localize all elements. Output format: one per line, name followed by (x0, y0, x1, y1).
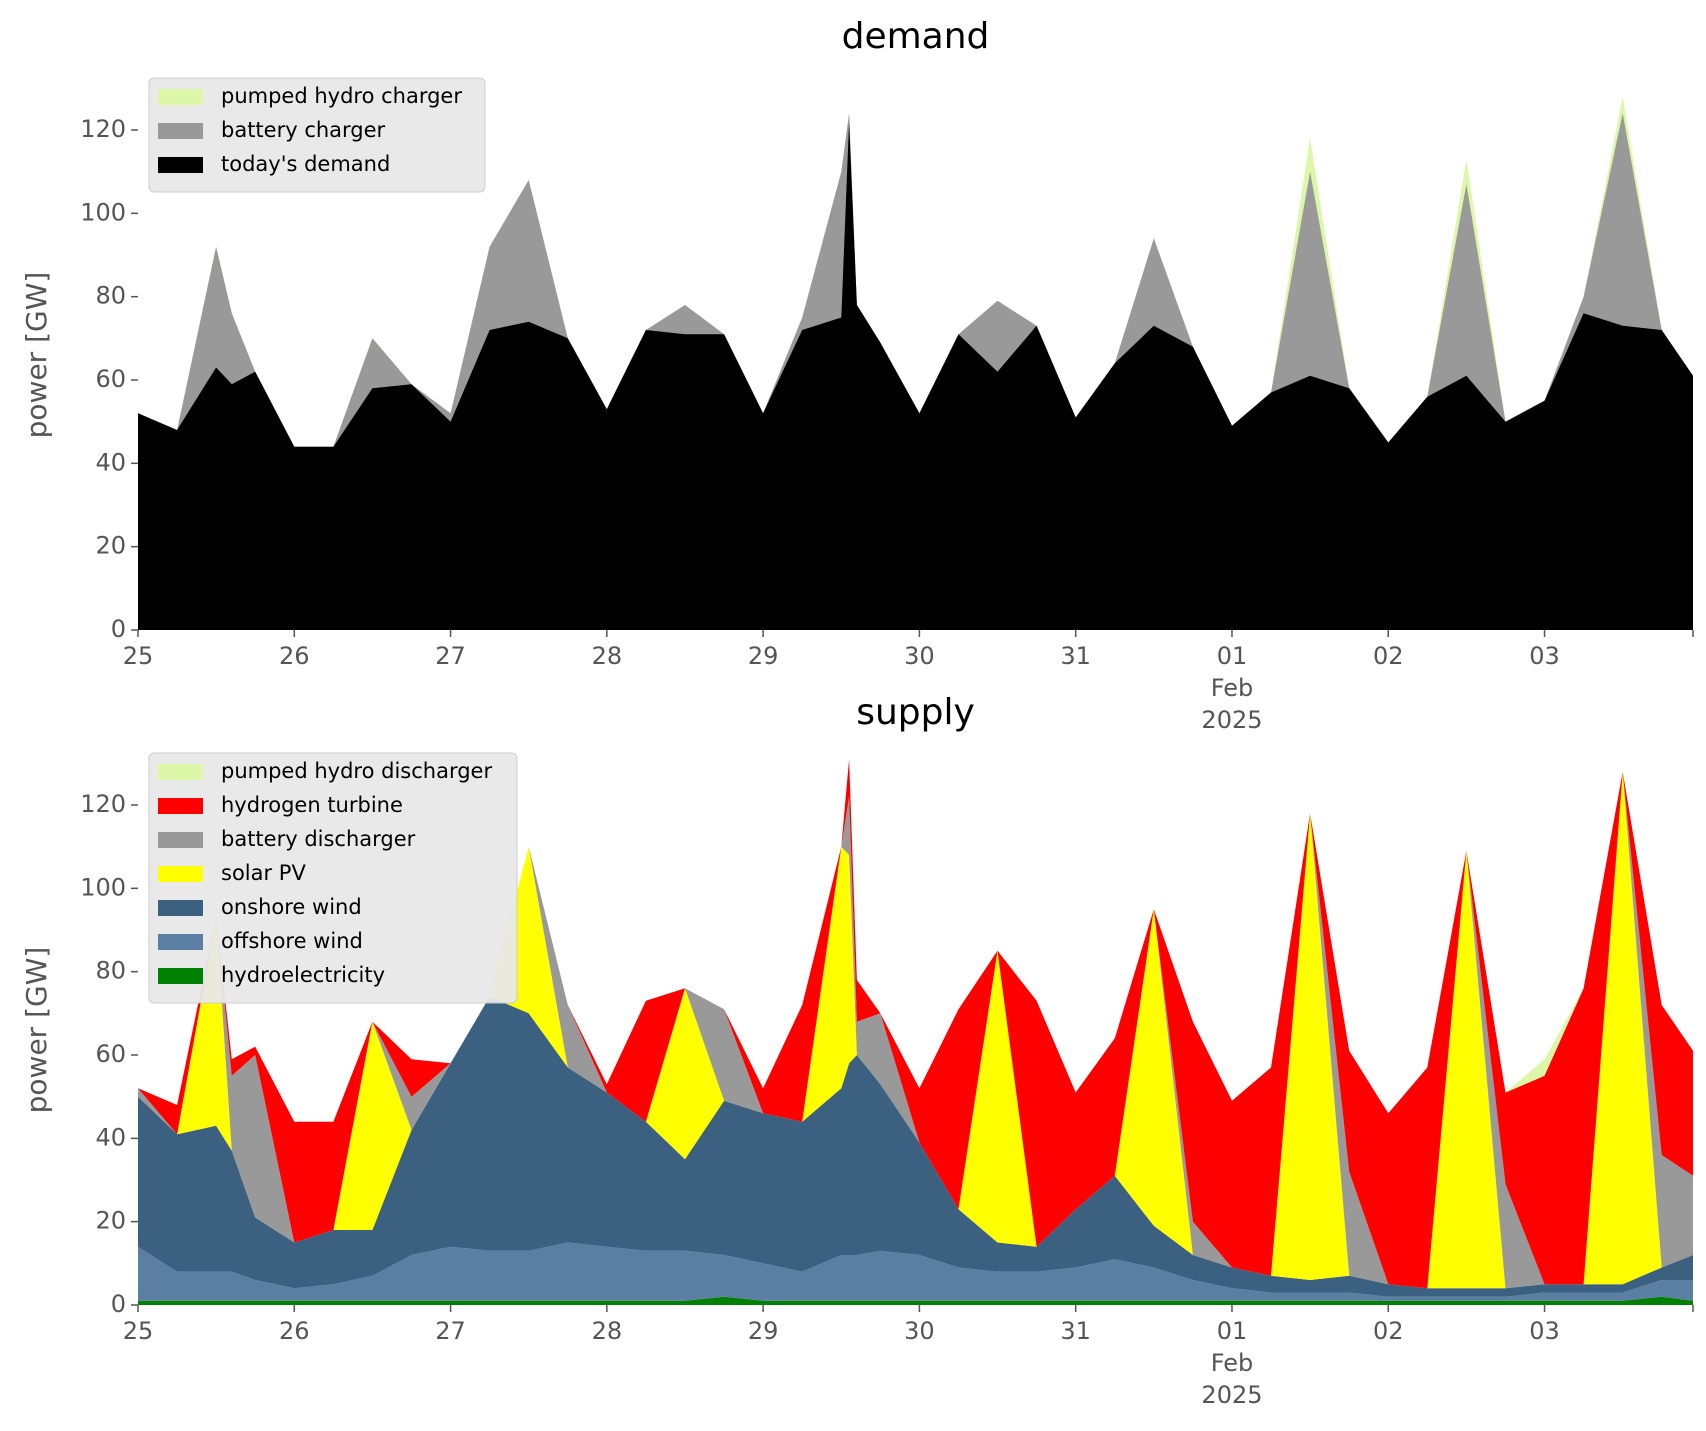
legend-label: offshore wind (221, 929, 363, 953)
x-tick-year-label: 2025 (1201, 1381, 1262, 1409)
legend-label: pumped hydro charger (221, 84, 462, 108)
legend-label: battery discharger (221, 827, 416, 851)
legend-label: onshore wind (221, 895, 362, 919)
x-tick-month-label: Feb (1211, 1349, 1254, 1377)
y-axis-label: power [GW] (20, 947, 53, 1114)
x-tick-label: 03 (1529, 1317, 1560, 1345)
x-tick-label: 29 (748, 1317, 779, 1345)
area-offshore-wind (138, 1242, 1693, 1301)
y-axis-label: power [GW] (20, 272, 53, 439)
x-tick-label: 29 (748, 642, 779, 670)
x-tick-label: 25 (123, 642, 154, 670)
legend-label: today's demand (221, 152, 390, 176)
area-hydroelectricity (138, 1296, 1693, 1305)
y-tick-label: 120 (80, 790, 126, 818)
y-tick-label: 0 (111, 615, 126, 643)
y-tick-label: 0 (111, 1290, 126, 1318)
x-tick-label: 26 (279, 642, 310, 670)
legend-swatch (158, 123, 203, 139)
x-tick-label: 03 (1529, 642, 1560, 670)
x-tick-label: 27 (435, 642, 466, 670)
x-tick-label: 01 (1217, 642, 1248, 670)
legend-label: hydroelectricity (221, 963, 385, 987)
y-tick-label: 60 (95, 365, 126, 393)
x-tick-label: 02 (1373, 642, 1404, 670)
legend-swatch (158, 764, 203, 780)
legend-swatch (158, 157, 203, 173)
x-tick-label: 27 (435, 1317, 466, 1345)
legend-swatch (158, 934, 203, 950)
legend: pumped hydro charger battery charger today… (148, 77, 486, 193)
area-onshore-wind (138, 996, 1693, 1297)
x-tick-label: 30 (904, 642, 935, 670)
legend-swatch (158, 832, 203, 848)
area-solar-pv (138, 771, 1693, 1289)
y-tick-label: 80 (95, 282, 126, 310)
legend-label: hydrogen turbine (221, 793, 403, 817)
y-tick-label: 60 (95, 1040, 126, 1068)
x-tick-label: 28 (592, 642, 623, 670)
legend-label: solar PV (221, 861, 306, 885)
x-tick-label: 02 (1373, 1317, 1404, 1345)
y-tick-label: 20 (95, 1207, 126, 1235)
chart-title: demand (842, 16, 990, 57)
legend-swatch (158, 866, 203, 882)
y-tick-label: 40 (95, 448, 126, 476)
legend-swatch (158, 89, 203, 105)
legend-swatch (158, 798, 203, 814)
x-tick-label: 28 (592, 1317, 623, 1345)
y-tick-label: 100 (80, 198, 126, 226)
y-tick-label: 80 (95, 957, 126, 985)
y-tick-label: 100 (80, 873, 126, 901)
x-tick-label: 30 (904, 1317, 935, 1345)
legend-label: pumped hydro discharger (221, 759, 492, 783)
legend-frame (148, 77, 486, 193)
y-tick-label: 40 (95, 1123, 126, 1151)
y-tick-label: 20 (95, 532, 126, 560)
x-tick-label: 01 (1217, 1317, 1248, 1345)
legend-swatch (158, 900, 203, 916)
y-tick-label: 120 (80, 115, 126, 143)
x-tick-label: 31 (1060, 642, 1091, 670)
legend-frame (148, 752, 518, 1004)
legend: pumped hydro discharger hydrogen turbine b… (148, 752, 518, 1004)
area-hydrogen-turbine (138, 759, 1693, 1289)
x-tick-label: 26 (279, 1317, 310, 1345)
x-tick-label: 25 (123, 1317, 154, 1345)
x-tick-label: 31 (1060, 1317, 1091, 1345)
area-today-s-demand (138, 121, 1693, 630)
chart-title: supply (856, 692, 975, 733)
legend-label: battery charger (221, 118, 386, 142)
legend-swatch (158, 968, 203, 984)
x-tick-year-label: 2025 (1201, 706, 1262, 734)
x-tick-month-label: Feb (1211, 674, 1254, 702)
